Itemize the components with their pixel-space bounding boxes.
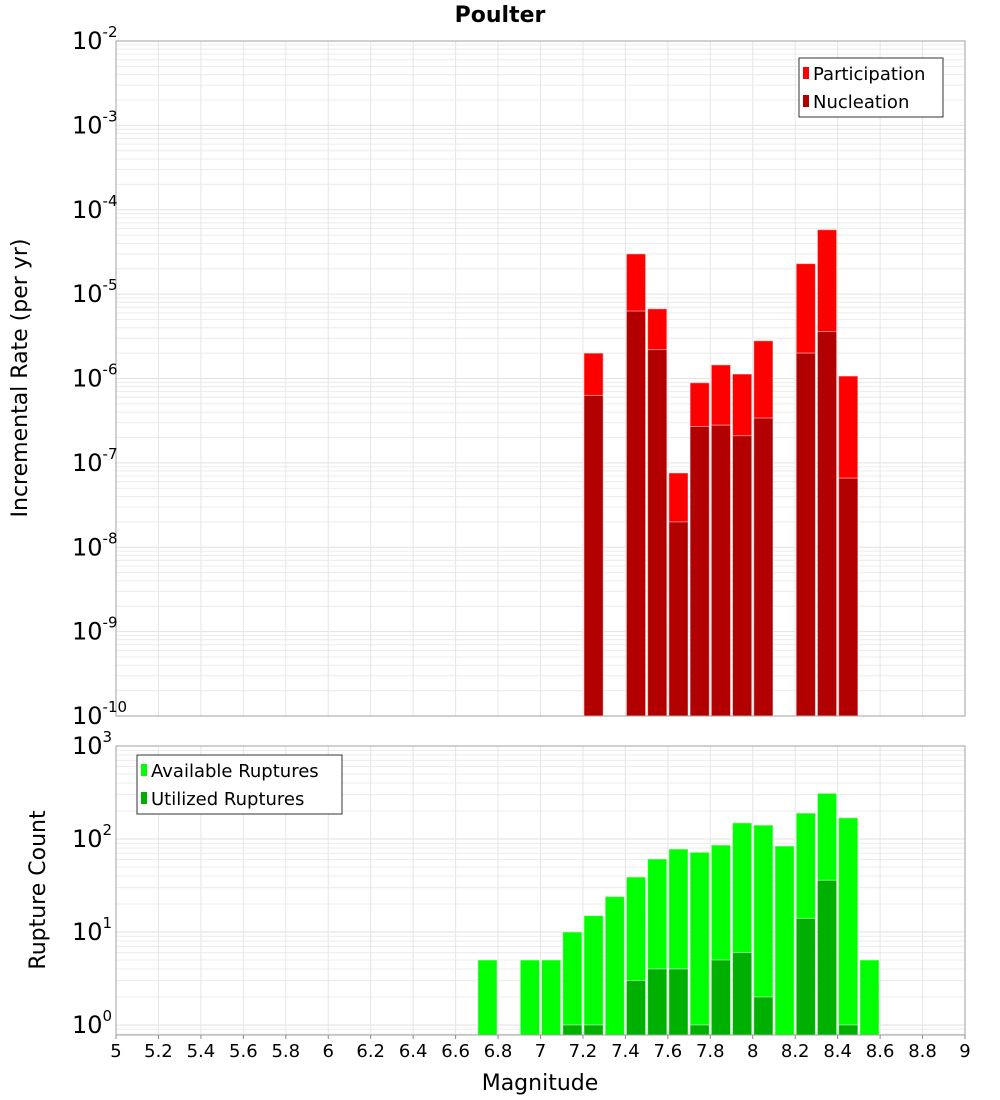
bar-utilized-ruptures	[710, 959, 732, 1036]
y-tick-label: 10-5	[72, 276, 118, 308]
bar-nucleation	[838, 477, 859, 717]
y-tick-label: 10-9	[72, 614, 118, 646]
bar-utilized-ruptures	[583, 1024, 604, 1036]
bar-available-ruptures	[604, 896, 625, 1036]
x-tick-label: 8.8	[908, 1041, 937, 1062]
x-tick-label: 9	[959, 1041, 970, 1062]
x-tick-label: 5.6	[229, 1041, 258, 1062]
y-tick-label: 10-10	[72, 698, 127, 730]
bar-nucleation	[753, 417, 774, 717]
y-tick-label: 10-7	[72, 445, 118, 477]
bar-available-ruptures	[838, 817, 859, 1036]
bar-utilized-ruptures	[668, 968, 689, 1036]
y-tick-label: 102	[72, 821, 112, 853]
legend-swatch	[141, 764, 147, 776]
bar-utilized-ruptures	[753, 996, 774, 1036]
x-tick-label: 6.8	[484, 1041, 513, 1062]
bar-nucleation	[625, 310, 647, 717]
y-tick-label: 10-6	[72, 361, 118, 393]
legend-swatch	[141, 792, 147, 804]
bar-utilized-ruptures	[625, 980, 647, 1036]
bar-utilized-ruptures	[838, 1024, 859, 1036]
bar-utilized-ruptures	[816, 879, 838, 1036]
bar-nucleation	[583, 394, 604, 717]
bar-utilized-ruptures	[795, 917, 816, 1036]
y-tick-label: 10-2	[72, 23, 118, 55]
bar-available-ruptures	[583, 915, 604, 1036]
x-tick-label: 7.8	[696, 1041, 725, 1062]
legend-label: Nucleation	[813, 92, 909, 113]
bar-utilized-ruptures	[689, 1024, 710, 1036]
bar-nucleation	[689, 425, 710, 717]
x-tick-label: 5.8	[271, 1041, 300, 1062]
x-tick-label: 7.4	[611, 1041, 640, 1062]
y-tick-label: 10-3	[72, 107, 118, 139]
plot-panel-1: 100 101 102 103 Available Ruptures Utilized R…	[72, 728, 971, 1062]
x-tick-label: 7.6	[654, 1041, 683, 1062]
x-tick-label: 6.2	[356, 1041, 385, 1062]
bar-nucleation	[710, 424, 732, 717]
x-tick-label: 7	[535, 1041, 546, 1062]
chart-title: Poulter	[455, 3, 546, 28]
x-tick-label: 5.2	[144, 1041, 173, 1062]
bar-available-ruptures	[689, 851, 710, 1036]
x-tick-label: 6	[323, 1041, 334, 1062]
x-tick-label: 8	[747, 1041, 758, 1062]
x-tick-label: 8.2	[781, 1041, 810, 1062]
bar-available-ruptures	[859, 959, 880, 1036]
bar-available-ruptures	[774, 845, 795, 1036]
x-tick-label: 5.4	[187, 1041, 216, 1062]
x-axis-label: Magnitude	[482, 1071, 599, 1096]
y-tick-label: 103	[72, 728, 112, 760]
bar-nucleation	[647, 349, 668, 717]
y-tick-label: 10-4	[72, 192, 118, 224]
bar-nucleation	[816, 331, 838, 717]
x-tick-label: 5	[110, 1041, 121, 1062]
legend-label: Participation	[813, 64, 925, 85]
bar-utilized-ruptures	[562, 1024, 583, 1036]
legend-label: Available Ruptures	[151, 761, 319, 782]
bar-utilized-ruptures	[647, 968, 668, 1036]
bar-available-ruptures	[562, 931, 583, 1036]
bar-available-ruptures	[477, 959, 498, 1036]
bar-utilized-ruptures	[732, 952, 753, 1036]
bar-nucleation	[795, 352, 816, 717]
y-tick-label: 10-8	[72, 529, 118, 561]
x-tick-label: 8.6	[866, 1041, 895, 1062]
y-tick-label: 101	[72, 914, 112, 946]
legend-swatch	[803, 95, 809, 107]
legend-box	[798, 57, 944, 118]
x-tick-label: 7.2	[569, 1041, 598, 1062]
legend-box	[136, 754, 343, 815]
x-tick-label: 8.4	[823, 1041, 852, 1062]
bar-available-ruptures	[541, 959, 562, 1036]
plot-panel-0: 10-10 10-9 10-8 10-7 10-6 10-5 10-4 10-3 10-2 Par…	[72, 23, 966, 730]
bar-nucleation	[732, 435, 753, 717]
x-tick-label: 6.6	[441, 1041, 470, 1062]
y-tick-label: 100	[72, 1007, 112, 1039]
bottom-y-axis-label: Rupture Count	[26, 810, 51, 970]
legend-swatch	[803, 67, 809, 79]
x-tick-label: 6.4	[399, 1041, 428, 1062]
top-y-axis-label: Incremental Rate (per yr)	[8, 239, 33, 518]
bar-nucleation	[668, 521, 689, 717]
bar-available-ruptures	[519, 959, 541, 1036]
plot-frame	[115, 40, 966, 717]
legend-label: Utilized Ruptures	[151, 789, 304, 810]
